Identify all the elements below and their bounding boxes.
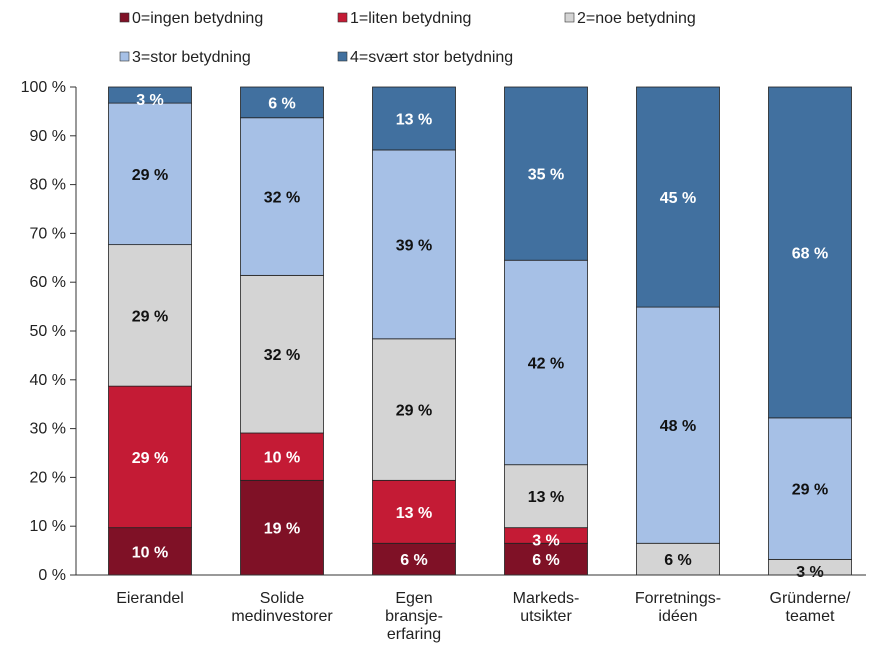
y-tick-label: 30 %	[30, 421, 66, 438]
y-tick-label: 90 %	[30, 128, 66, 145]
data-label: 39 %	[396, 237, 432, 254]
bar-segment	[504, 542, 588, 576]
bar-segment	[372, 86, 456, 151]
data-label: 32 %	[264, 347, 300, 364]
category-label: Eierandel	[116, 590, 184, 607]
bar-segment	[372, 542, 456, 576]
legend: 0=ingen betydning 1=liten betydning 2=noe …	[119, 10, 696, 66]
legend-swatch	[564, 12, 575, 23]
x-axis: Eierandel Solide medinvestorer Egen bransje-…	[76, 574, 866, 643]
bar-segment	[240, 432, 324, 481]
legend-label: 3=stor betydning	[132, 49, 251, 66]
bar-segment	[108, 86, 192, 104]
data-label: 3 %	[136, 92, 164, 109]
y-axis: 0 % 10 % 20 % 30 % 40 % 50 % 60 % 70 % 80 % 90 % 1…	[21, 79, 77, 584]
data-label: 45 %	[660, 190, 696, 207]
data-label: 35 %	[528, 167, 564, 184]
data-label: 29 %	[792, 482, 828, 499]
bar-column: 19 % 10 % 32 % 32 % 6 %	[240, 86, 324, 576]
category-label: Solide medinvestorer	[231, 590, 333, 625]
y-tick-label: 70 %	[30, 225, 66, 242]
y-tick-label: 40 %	[30, 372, 66, 389]
bar-segment	[636, 542, 720, 576]
y-tick-label: 80 %	[30, 177, 66, 194]
legend-item: 1=liten betydning	[337, 10, 471, 27]
bar-column: 6 % 3 % 13 % 42 % 35 %	[504, 86, 588, 576]
bar-column: 3 % 29 % 68 %	[768, 86, 852, 581]
bar-column: 10 % 29 % 29 % 29 % 3 %	[108, 86, 192, 576]
data-label: 29 %	[396, 403, 432, 420]
legend-item: 4=svært stor betydning	[337, 49, 513, 66]
bar-segment	[636, 86, 720, 308]
data-label: 42 %	[528, 355, 564, 372]
category-label: Egen bransje-erfaring	[385, 590, 443, 643]
legend-swatch	[337, 12, 348, 23]
bar-segment	[372, 149, 456, 340]
data-label: 3 %	[532, 532, 560, 549]
bar-column: 6 % 48 % 45 %	[636, 86, 720, 576]
data-label: 13 %	[396, 111, 432, 128]
y-tick-label: 60 %	[30, 274, 66, 291]
legend-label: 4=svært stor betydning	[350, 49, 513, 66]
bars: 10 %29 %29 %29 %3 %19 %10 %32 %32 %6 %6 …	[108, 86, 852, 581]
legend-item: 3=stor betydning	[119, 49, 251, 66]
data-label: 6 %	[664, 552, 692, 569]
data-label: 13 %	[396, 505, 432, 522]
legend-swatch	[119, 51, 130, 62]
y-tick-label: 20 %	[30, 469, 66, 486]
data-label: 10 %	[264, 450, 300, 467]
y-tick-label: 50 %	[30, 323, 66, 340]
bar-segment	[240, 117, 324, 276]
data-label: 19 %	[264, 521, 300, 538]
data-label: 29 %	[132, 167, 168, 184]
data-label: 48 %	[660, 418, 696, 435]
data-label: 3 %	[796, 564, 824, 581]
bar-segment	[108, 385, 192, 529]
bar-segment	[372, 338, 456, 481]
y-tick-label: 100 %	[21, 79, 66, 96]
bar-segment	[372, 479, 456, 544]
category-label: Gründerne/teamet	[770, 590, 851, 625]
data-label: 6 %	[268, 95, 296, 112]
legend-item: 0=ingen betydning	[119, 10, 263, 27]
bar-segment	[504, 259, 588, 466]
bar-segment	[768, 417, 852, 560]
category-label: Markeds-utsikter	[513, 590, 580, 625]
bar-segment	[504, 86, 588, 261]
legend-item: 2=noe betydning	[564, 10, 696, 27]
data-label: 29 %	[132, 450, 168, 467]
bar-segment	[636, 306, 720, 544]
legend-label: 2=noe betydning	[577, 10, 696, 27]
bar-column: 6 % 13 % 29 % 39 % 13 %	[372, 86, 456, 576]
data-label: 68 %	[792, 245, 828, 262]
data-label: 32 %	[264, 190, 300, 207]
y-tick-label: 0 %	[38, 567, 66, 584]
bar-segment	[768, 86, 852, 419]
legend-swatch	[119, 12, 130, 23]
legend-label: 1=liten betydning	[350, 10, 471, 27]
data-label: 6 %	[532, 552, 560, 569]
data-label: 6 %	[400, 552, 428, 569]
data-label: 29 %	[132, 308, 168, 325]
legend-label: 0=ingen betydning	[132, 10, 263, 27]
bar-segment	[108, 527, 192, 576]
bar-segment	[504, 464, 588, 529]
bar-segment	[240, 86, 324, 119]
legend-swatch	[337, 51, 348, 62]
data-label: 10 %	[132, 544, 168, 561]
category-label: Forretnings-idéen	[635, 590, 721, 625]
data-label: 13 %	[528, 489, 564, 506]
y-tick-label: 10 %	[30, 518, 66, 535]
